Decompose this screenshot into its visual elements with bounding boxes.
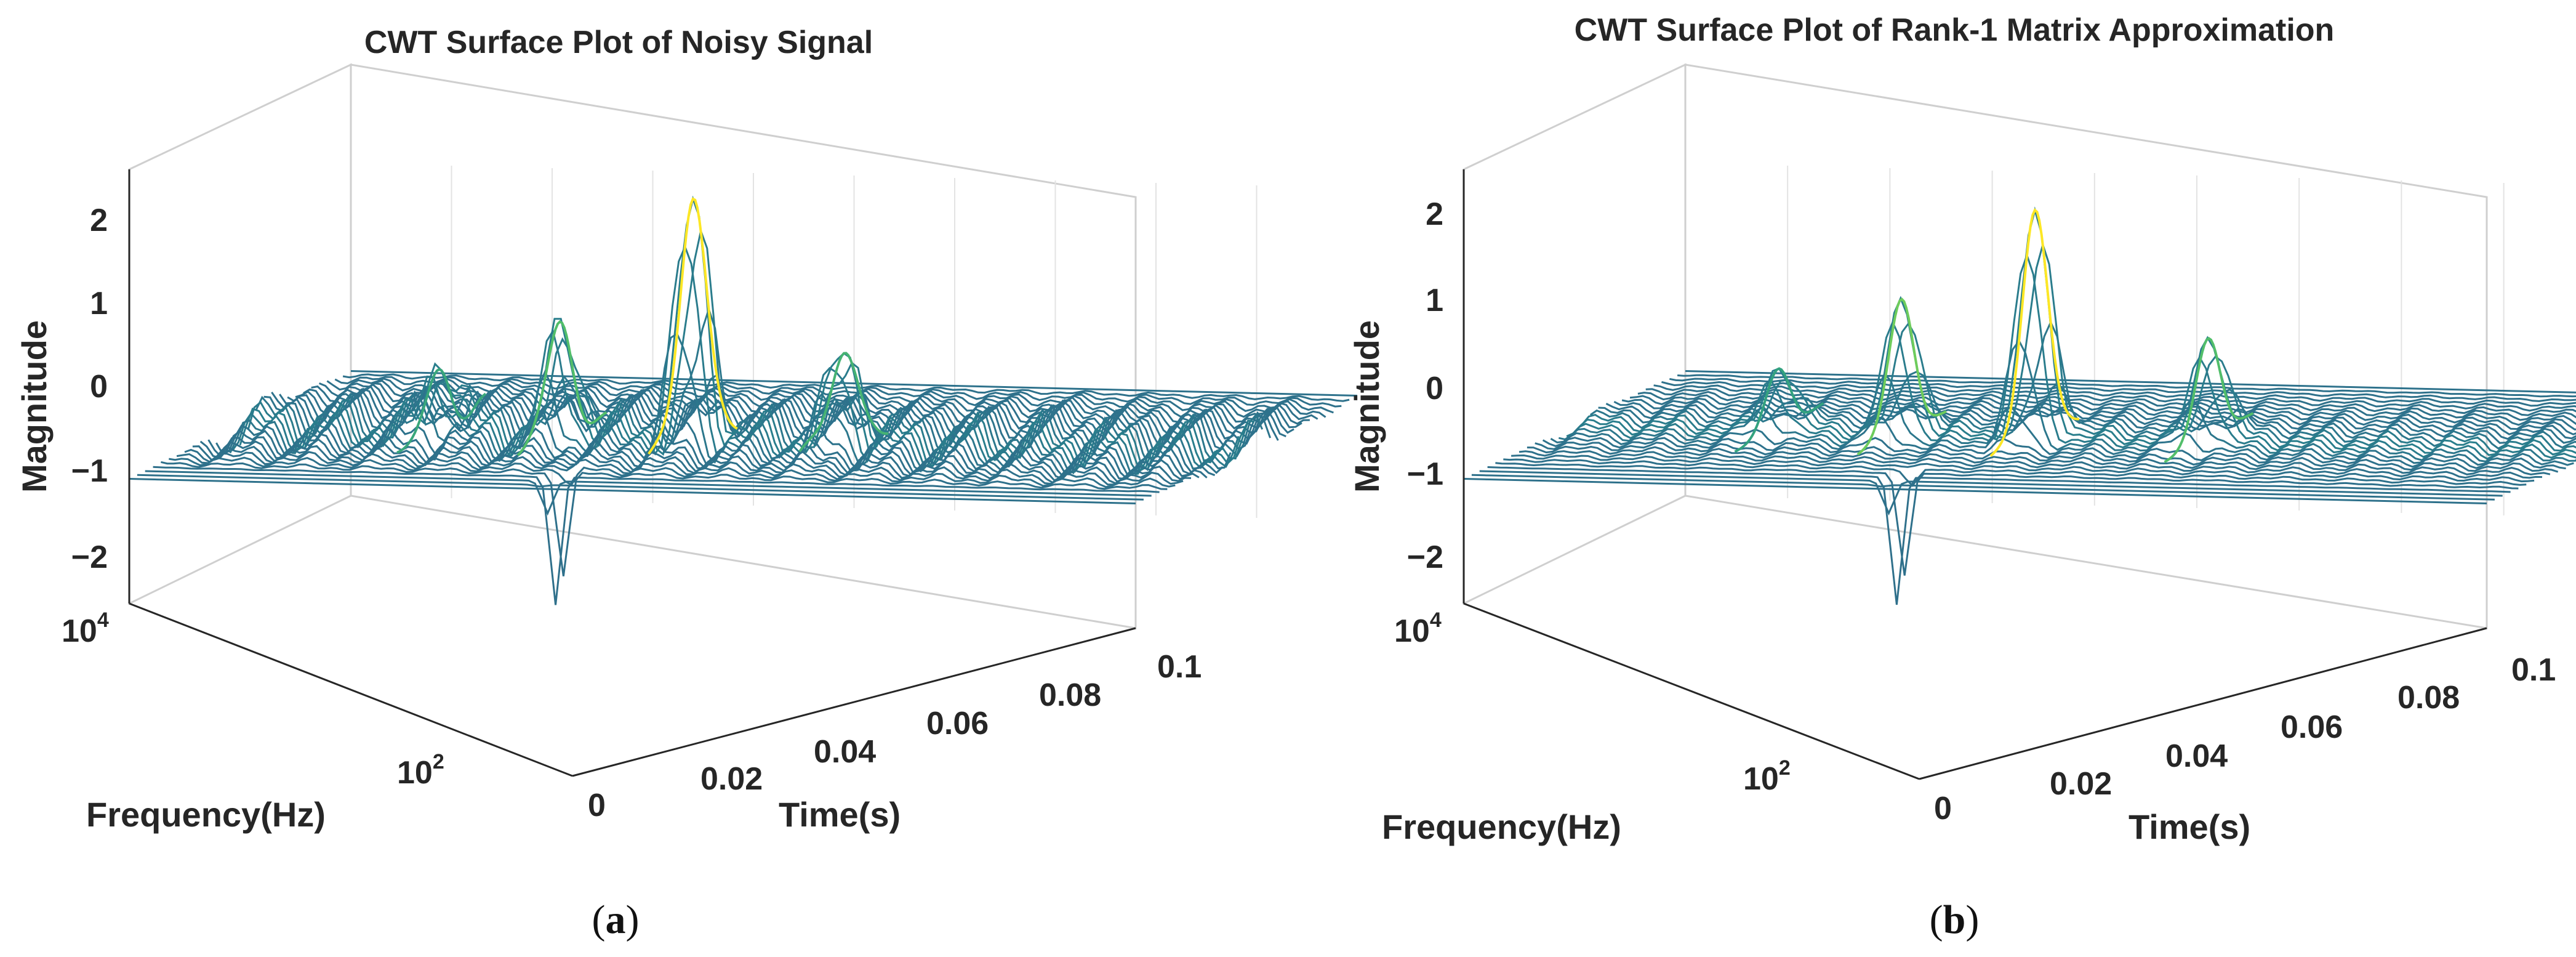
- z-tick-label: −2: [71, 539, 108, 575]
- z-tick-label: 1: [90, 286, 108, 321]
- x-tick-label: 0.02: [2050, 766, 2112, 802]
- surface-row: [145, 470, 1152, 516]
- surface-row: [1487, 466, 2511, 605]
- x-tick-label: 0.06: [2281, 709, 2343, 745]
- z-tick-label: −1: [1407, 456, 1443, 492]
- surface-row: [1479, 470, 2503, 516]
- surface-row: [279, 387, 1286, 450]
- x-tick-label: 0.1: [2511, 652, 2556, 688]
- x-tick-label: 0.04: [2165, 738, 2228, 774]
- panel-caption: (a): [592, 897, 640, 942]
- surface-peak: [1989, 208, 2079, 457]
- surface-row: [1495, 462, 2519, 576]
- surface-row: [1550, 406, 2574, 466]
- surface-row: [1558, 339, 2576, 462]
- chart-title: CWT Surface Plot of Rank-1 Matrix Approx…: [1575, 12, 2335, 48]
- surface-row: [1661, 381, 2576, 407]
- back-wall-right: [350, 63, 1137, 629]
- x-axis-line: [572, 627, 1136, 777]
- y-axis-line: [129, 602, 573, 777]
- x-tick-label: 0: [588, 788, 606, 823]
- back-wall-left: [1463, 63, 1687, 605]
- surface-row: [1463, 478, 2487, 504]
- z-tick-label: 0: [90, 369, 108, 405]
- surface-row: [1535, 442, 2559, 473]
- z-tick-label: 0: [1426, 371, 1443, 406]
- surface-row: [137, 474, 1144, 501]
- surface-row: [303, 382, 1310, 430]
- panel-a: CWT Surface Plot of Noisy Signal −2 −1 0…: [15, 25, 1358, 942]
- surface-peak: [1734, 367, 1824, 453]
- surface-row: [295, 386, 1302, 437]
- back-wall-left: [128, 63, 352, 605]
- surface-row: [1653, 384, 2576, 412]
- surface-peak: [396, 368, 487, 454]
- z-axis-label: Magnitude: [15, 320, 54, 493]
- surface-row: [129, 478, 1136, 504]
- back-wall-right: [1684, 63, 2488, 629]
- grid-lines: [1787, 166, 2505, 515]
- y-axis-label: Frequency(Hz): [1382, 807, 1621, 846]
- surface-peak: [1856, 297, 1947, 456]
- surface-peak: [2164, 336, 2254, 463]
- chart-title: CWT Surface Plot of Noisy Signal: [364, 25, 873, 60]
- x-axis-label: Time(s): [2129, 807, 2250, 846]
- surface-row: [1503, 458, 2527, 487]
- surface-row: [1669, 378, 2576, 402]
- surface-row: [1542, 437, 2566, 470]
- surface-row: [1645, 387, 2576, 416]
- x-tick-label: 0.08: [1039, 677, 1101, 713]
- x-tick-label: 0: [1934, 791, 1952, 826]
- y-tick-label: 102: [1743, 756, 1791, 797]
- surface-peak: [516, 320, 608, 456]
- x-tick-label: 0.02: [700, 761, 763, 797]
- surface-row: [169, 456, 1176, 488]
- x-tick-label: 0.08: [2397, 680, 2460, 716]
- surface-row: [1573, 206, 2576, 456]
- surface-peak: [648, 197, 738, 455]
- x-tick-label: 0.1: [1157, 649, 1202, 685]
- y-axis-label: Frequency(Hz): [86, 795, 326, 834]
- surface-peak: [798, 352, 889, 453]
- y-tick-label: 104: [62, 608, 109, 649]
- z-tick-label: 2: [1426, 196, 1443, 232]
- surface-mesh: [1463, 206, 2576, 605]
- surface-row: [1605, 403, 2576, 440]
- surface-row: [1527, 445, 2551, 476]
- z-tick-label: 2: [90, 203, 108, 238]
- surface-row: [350, 370, 1358, 397]
- surface-row: [153, 466, 1160, 605]
- surface-row: [1566, 252, 2576, 460]
- z-axis-label: Magnitude: [1347, 320, 1386, 493]
- y-tick-label: 102: [397, 750, 444, 791]
- z-tick-label: −1: [71, 453, 108, 489]
- surface-row: [1519, 450, 2543, 479]
- surface-row: [1629, 394, 2576, 426]
- z-tick-label: 1: [1426, 283, 1443, 318]
- surface-row: [1613, 400, 2576, 435]
- surface-row: [184, 445, 1192, 485]
- panel-b: CWT Surface Plot of Rank-1 Matrix Approx…: [1347, 12, 2576, 942]
- surface-row: [161, 461, 1168, 576]
- z-tick-label: −2: [1407, 539, 1443, 575]
- panel-caption: (b): [1930, 897, 1980, 942]
- surface-row: [215, 398, 1224, 478]
- surface-row: [176, 451, 1184, 486]
- x-axis-line: [1919, 627, 2487, 780]
- x-tick-label: 0.06: [926, 706, 989, 741]
- surface-row: [1471, 474, 2495, 501]
- x-tick-label: 0.04: [814, 734, 876, 770]
- y-tick-label: 104: [1394, 608, 1442, 649]
- surface-mesh: [129, 195, 1358, 605]
- y-axis-line: [1463, 602, 1920, 780]
- x-axis-label: Time(s): [779, 795, 901, 834]
- surface-row: [1621, 397, 2576, 430]
- surface-row: [1511, 454, 2535, 483]
